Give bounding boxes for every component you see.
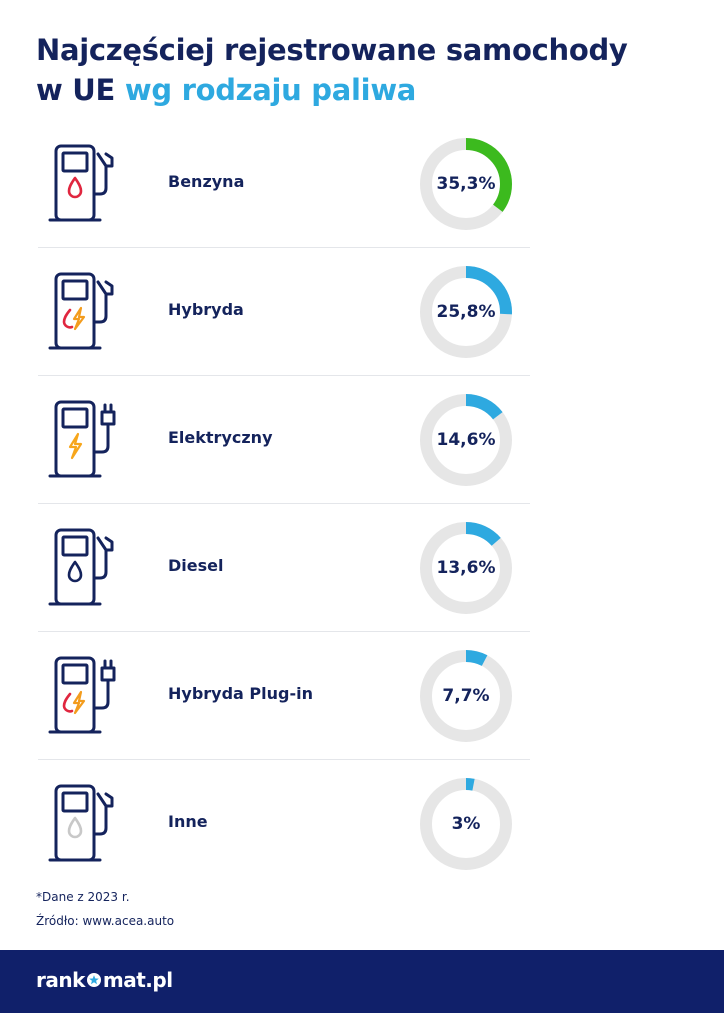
fuel-label: Hybryda <box>168 300 244 319</box>
fuel-row-3: Elektryczny 14,6% <box>38 376 530 504</box>
percent-label: 35,3% <box>436 174 496 194</box>
donut-segment-4 <box>420 522 512 614</box>
fuel-label: Diesel <box>168 556 224 575</box>
percent-label: 25,8% <box>436 302 496 322</box>
title-line-1: Najczęściej rejestrowane samochody <box>36 33 628 67</box>
title-accent: wg rodzaju paliwa <box>124 73 417 107</box>
rankomat-logo[interactable]: rank mat.pl <box>36 968 173 992</box>
donut-chart <box>420 266 512 358</box>
fuel-pump-drop-icon <box>48 784 120 862</box>
percent-label: 7,7% <box>442 686 490 706</box>
donut-segment-2 <box>420 266 512 358</box>
donut-chart <box>420 522 512 614</box>
fuel-label: Hybryda Plug-in <box>168 684 313 703</box>
percent-label: 3% <box>451 814 481 834</box>
donut-segment-3 <box>420 394 512 486</box>
fuel-row-4: Diesel 13,6% <box>38 504 530 632</box>
donut-segment-6 <box>420 778 512 870</box>
fuel-label: Benzyna <box>168 172 245 191</box>
donut-segment-1 <box>420 138 512 230</box>
star-o-icon <box>86 973 101 987</box>
ev-charger-hybrid-icon <box>48 656 120 734</box>
donut-chart <box>420 394 512 486</box>
logo-text-left: rank <box>36 968 85 992</box>
donut-chart <box>420 778 512 870</box>
title-line-2-text: w UE <box>36 73 116 107</box>
fuel-row-2: Hybryda 25,8% <box>38 248 530 376</box>
page-title: Najczęściej rejestrowane samochody w UE … <box>36 30 696 110</box>
fuel-type-list: Benzyna 35,3% Hybryda 25,8% Elektryczny 14,6%… <box>38 120 530 887</box>
source-note: Źródło: www.acea.auto <box>36 914 175 928</box>
fuel-label: Elektryczny <box>168 428 273 447</box>
fuel-row-6: Inne 3% <box>38 760 530 887</box>
fuel-row-1: Benzyna 35,3% <box>38 120 530 248</box>
donut-chart <box>420 138 512 230</box>
percent-label: 14,6% <box>436 430 496 450</box>
fuel-row-5: Hybryda Plug-in 7,7% <box>38 632 530 760</box>
fuel-pump-hybrid-icon <box>48 272 120 350</box>
fuel-pump-drop-icon <box>48 144 120 222</box>
logo-text-right: mat.pl <box>102 968 173 992</box>
donut-segment-5 <box>420 650 512 742</box>
data-year-note: *Dane z 2023 r. <box>36 890 130 904</box>
percent-label: 13,6% <box>436 558 496 578</box>
ev-charger-icon <box>48 400 120 478</box>
title-line-2: w UE wg rodzaju paliwa <box>36 70 696 110</box>
fuel-pump-drop-icon <box>48 528 120 606</box>
fuel-label: Inne <box>168 812 208 831</box>
donut-chart <box>420 650 512 742</box>
footer-bar: rank mat.pl <box>0 950 724 1013</box>
